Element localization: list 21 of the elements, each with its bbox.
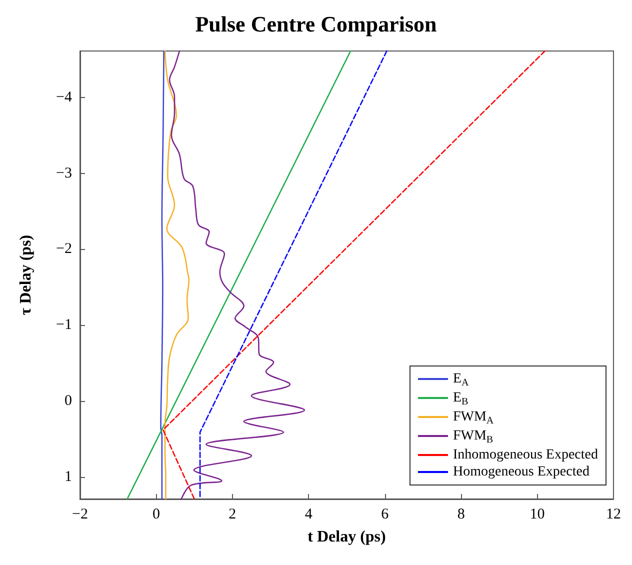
x-axis-title: t Delay (ps) — [308, 528, 386, 546]
y-axis-title: τ Delay (ps) — [18, 234, 34, 316]
y-tick-label: −3 — [56, 165, 72, 182]
y-tick-label: −1 — [56, 317, 72, 334]
x-tick-label: 0 — [152, 506, 160, 522]
legend-label: Homogeneous Expected — [452, 464, 590, 480]
y-tick-label: −4 — [56, 89, 72, 106]
chart-title: Pulse Centre Comparison — [195, 12, 437, 36]
line-series — [160, 50, 164, 500]
y-tick-label: −2 — [56, 241, 72, 258]
x-tick-label: 8 — [457, 506, 465, 522]
x-tick-label: 4 — [304, 506, 313, 522]
legend-label: Inhomogeneous Expected — [452, 448, 598, 462]
x-tick-label: 6 — [381, 506, 390, 522]
x-tick-label: 2 — [228, 506, 236, 522]
x-tick-label: 10 — [530, 506, 545, 522]
x-tick-label: 12 — [606, 506, 621, 522]
line-series — [164, 50, 190, 500]
line-series — [168, 50, 306, 500]
y-tick-label: 1 — [64, 468, 72, 485]
y-tick-label: 0 — [64, 393, 72, 410]
